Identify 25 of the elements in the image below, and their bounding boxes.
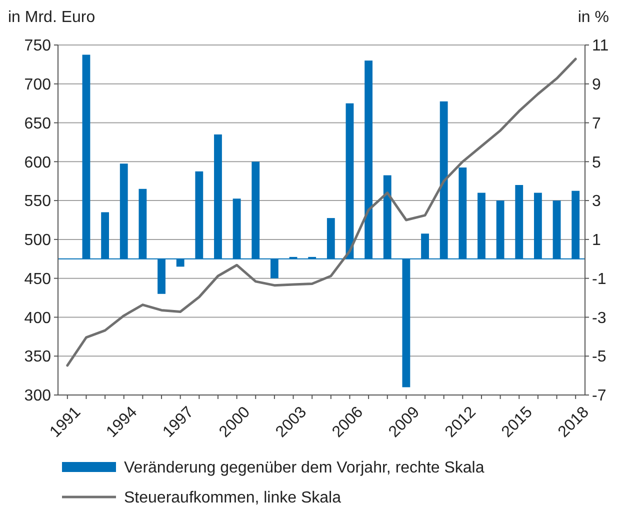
y2-tick-label: 1 [592,232,601,250]
y-tick-label: 500 [24,232,52,250]
y-tick-label: 450 [24,270,52,288]
y2-axis-title: in % [578,9,609,26]
line-series [66,58,577,367]
y2-tick-label: -1 [592,270,606,288]
y-axis-title: in Mrd. Euro [8,9,96,26]
y2-tick-label: 5 [592,154,601,172]
y2-tick-label: -3 [592,310,606,327]
y-tick-label: 650 [24,115,52,132]
y2-tick-label: 3 [592,193,601,210]
y-tick-label: 350 [24,348,52,366]
y-tick-label: 550 [24,193,52,210]
legend-label: Steueraufkommen, linke Skala [124,490,342,507]
y-tick-label: 600 [24,154,52,172]
y-tick-label: 750 [24,38,52,55]
y2-tick-label: 7 [592,115,601,132]
legend-label: Veränderung gegenüber dem Vorjahr, rechte Skala [124,460,484,477]
y2-tick-label: 9 [592,76,601,94]
y-tick-label: 400 [24,310,52,327]
y2-tick-label: -5 [592,348,606,366]
y-tick-label: 300 [24,388,52,405]
y2-tick-label: -7 [592,388,606,405]
y-tick-label: 700 [24,76,52,94]
y2-tick-label: 11 [592,38,609,55]
